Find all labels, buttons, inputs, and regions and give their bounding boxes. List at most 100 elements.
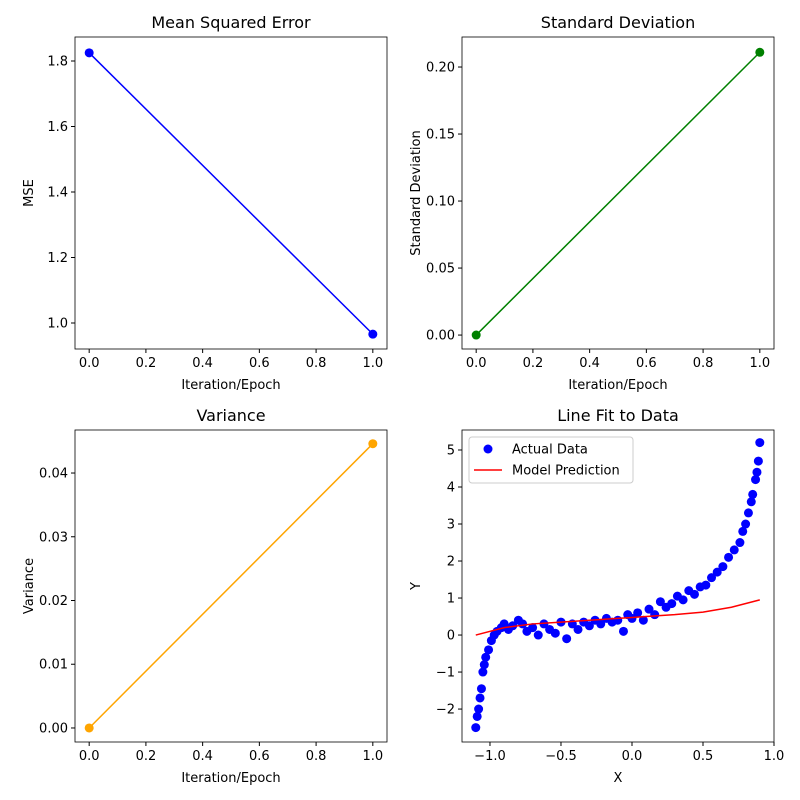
legend-label: Actual Data xyxy=(512,443,588,458)
y-tick-label: 1.0 xyxy=(47,316,68,331)
x-axis-label: Iteration/Epoch xyxy=(181,771,280,786)
y-tick-label: 0 xyxy=(447,629,455,644)
y-tick-label: 0.02 xyxy=(39,594,68,609)
y-tick-label: 0.01 xyxy=(39,658,68,673)
y-tick-label: 0.03 xyxy=(39,530,68,545)
data-point xyxy=(573,624,583,634)
y-tick-label: 1.2 xyxy=(47,251,68,266)
data-point xyxy=(484,645,494,655)
axes-frame xyxy=(461,36,775,350)
data-point xyxy=(751,475,761,485)
subplot-title: Variance xyxy=(196,406,265,425)
data-point xyxy=(474,704,484,714)
y-axis-label: Y xyxy=(409,582,424,591)
subplot: Standard Deviation Iteration/Epoch Standar… xyxy=(409,13,775,393)
data-point xyxy=(689,589,699,599)
x-tick-label: 0.0 xyxy=(622,749,643,764)
subplot-title: Mean Squared Error xyxy=(151,13,311,32)
x-tick-label: 1.0 xyxy=(764,749,785,764)
x-tick-label: 1.0 xyxy=(362,356,383,371)
data-point xyxy=(528,623,538,633)
x-tick-label: 0.8 xyxy=(693,356,714,371)
subplot: Variance Iteration/Epoch Variance 0.0 0.2 0.4… xyxy=(22,406,388,786)
y-tick-label: −1 xyxy=(436,666,455,681)
data-point xyxy=(633,608,643,618)
data-point xyxy=(550,628,560,638)
data-line xyxy=(88,52,374,335)
subplot: Mean Squared Error Iteration/Epoch MSE 0.0 0… xyxy=(22,13,388,393)
data-point xyxy=(755,47,765,57)
y-tick-label: 3 xyxy=(447,518,455,533)
data-point xyxy=(667,599,677,609)
y-axis-label: MSE xyxy=(22,179,37,207)
x-tick-label: 0.0 xyxy=(466,356,487,371)
data-point xyxy=(84,723,94,733)
y-tick-label: 0.05 xyxy=(426,262,455,277)
axes-frame xyxy=(74,36,388,350)
x-tick-label: 0.8 xyxy=(306,356,327,371)
x-tick-label: 0.0 xyxy=(79,356,100,371)
axes-frame xyxy=(461,429,775,743)
data-line xyxy=(88,443,374,729)
data-point xyxy=(481,652,491,662)
x-tick-label: 0.4 xyxy=(192,749,213,764)
data-point xyxy=(476,684,486,694)
data-point xyxy=(584,621,594,631)
data-point xyxy=(627,613,637,623)
y-tick-label: 5 xyxy=(447,443,455,458)
data-point xyxy=(753,456,763,466)
x-tick-label: 0.2 xyxy=(523,356,544,371)
y-tick-label: 1 xyxy=(447,592,455,607)
data-point xyxy=(644,604,654,614)
y-axis-label: Variance xyxy=(22,558,37,614)
x-tick-label: 0.5 xyxy=(693,749,714,764)
x-axis-label: Iteration/Epoch xyxy=(181,378,280,393)
data-point xyxy=(729,545,739,555)
y-tick-label: −2 xyxy=(436,703,455,718)
legend-label: Model Prediction xyxy=(512,464,620,479)
data-point xyxy=(471,723,481,733)
data-point xyxy=(368,439,378,449)
legend-box xyxy=(468,436,634,484)
x-tick-label: −1.0 xyxy=(474,749,506,764)
data-point xyxy=(712,567,722,577)
data-point xyxy=(707,573,717,583)
y-tick-label: 0.10 xyxy=(426,195,455,210)
data-point xyxy=(613,615,623,625)
x-axis-label: X xyxy=(614,771,623,786)
data-point xyxy=(533,630,543,640)
y-tick-label: 1.6 xyxy=(47,120,68,135)
data-point xyxy=(752,467,762,477)
y-tick-label: 0.20 xyxy=(426,61,455,76)
y-tick-label: 1.4 xyxy=(47,186,68,201)
data-point xyxy=(718,562,728,572)
x-tick-label: 0.2 xyxy=(136,356,157,371)
data-point xyxy=(650,610,660,620)
data-point xyxy=(678,595,688,605)
x-tick-label: 0.6 xyxy=(249,356,270,371)
data-point xyxy=(701,580,711,590)
data-point xyxy=(618,626,628,636)
data-point xyxy=(475,693,485,703)
x-tick-label: −0.5 xyxy=(545,749,577,764)
y-axis-label: Standard Deviation xyxy=(409,130,424,255)
data-point xyxy=(743,508,753,518)
legend-marker xyxy=(483,444,493,454)
subplot-title: Standard Deviation xyxy=(541,13,695,32)
x-tick-label: 0.4 xyxy=(192,356,213,371)
y-tick-label: 0.00 xyxy=(39,721,68,736)
x-tick-label: 0.8 xyxy=(306,749,327,764)
data-point xyxy=(748,489,758,499)
x-tick-label: 0.4 xyxy=(579,356,600,371)
x-tick-label: 1.0 xyxy=(362,749,383,764)
x-tick-label: 1.0 xyxy=(749,356,770,371)
x-tick-label: 0.2 xyxy=(136,749,157,764)
data-line xyxy=(475,51,761,336)
data-point xyxy=(655,597,665,607)
data-point xyxy=(368,329,378,339)
data-point xyxy=(741,519,751,529)
subplot: Line Fit to Data X Y −1.0 −0.5 0.0 0.5 1.0 −2 −1 0… xyxy=(409,406,784,786)
data-point xyxy=(471,330,481,340)
x-tick-label: 0.6 xyxy=(249,749,270,764)
